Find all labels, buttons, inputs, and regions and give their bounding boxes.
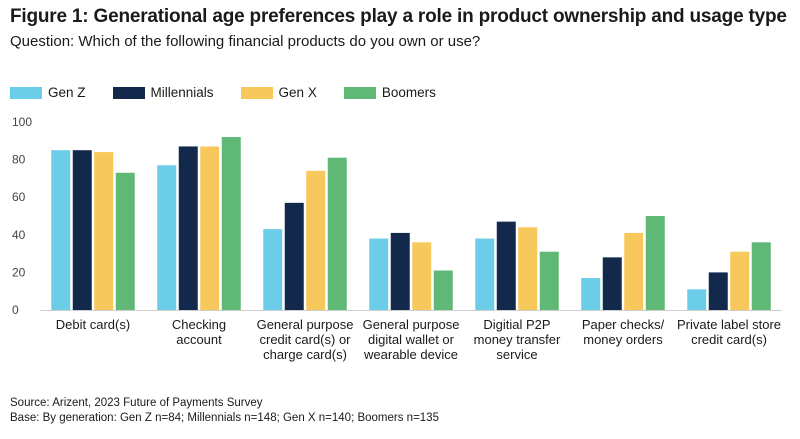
bar-gen-x-2: [306, 170, 326, 310]
x-category-label-line: credit card(s): [691, 332, 767, 347]
bar-gen-z-1: [157, 165, 177, 310]
x-category-label-line: wearable device: [363, 347, 458, 362]
x-category-label-line: Paper checks/: [582, 317, 665, 332]
x-category-label-line: Digitial P2P: [483, 317, 550, 332]
bar-gen-z-4: [475, 238, 495, 310]
x-category-label-line: money transfer: [474, 332, 561, 347]
legend: Gen Z Millennials Gen X Boomers: [10, 85, 463, 100]
bar-gen-z-5: [581, 278, 601, 310]
bar-gen-x-3: [412, 242, 432, 310]
bar-millennials-1: [178, 146, 198, 310]
legend-label-gen-x: Gen X: [278, 85, 317, 100]
bar-gen-x-4: [518, 227, 538, 310]
bar-millennials-5: [602, 257, 622, 310]
x-category-label-line: General purpose: [257, 317, 354, 332]
x-category-label-4: Digitial P2P money transfer service: [474, 317, 561, 362]
legend-item-gen-z: Gen Z: [10, 85, 86, 100]
y-tick-label-20: 20: [12, 265, 26, 279]
y-tick-label-0: 0: [12, 303, 19, 317]
bar-gen-z-2: [263, 229, 283, 310]
x-category-label-line: service: [496, 347, 537, 362]
legend-swatch-gen-z: [10, 86, 42, 99]
source-note: Source: Arizent, 2023 Future of Payments…: [10, 397, 263, 409]
x-category-label-6: Private label store credit card(s): [677, 317, 781, 347]
bar-gen-z-6: [687, 289, 707, 310]
x-category-label-1: Checking account: [172, 317, 226, 347]
x-category-label-line: account: [176, 332, 222, 347]
bar-gen-z-3: [369, 238, 389, 310]
base-note: Base: By generation: Gen Z n=84; Millenn…: [10, 412, 439, 424]
bar-boomers-3: [433, 270, 453, 310]
legend-swatch-boomers: [343, 86, 376, 99]
x-category-label-3: General purpose digital wallet or wearable…: [363, 317, 460, 362]
bar-millennials-6: [708, 272, 728, 310]
legend-item-millennials: Millennials: [112, 85, 214, 100]
bar-millennials-4: [496, 221, 516, 310]
y-tick-label-40: 40: [12, 228, 26, 242]
bar-boomers-5: [645, 216, 665, 310]
legend-item-boomers: Boomers: [343, 85, 436, 100]
bar-millennials-3: [390, 232, 410, 310]
x-category-label-line: Debit card(s): [56, 317, 130, 332]
x-category-label-line: money orders: [583, 332, 663, 347]
legend-swatch-millennials: [112, 86, 145, 99]
bar-gen-z-0: [51, 150, 71, 310]
bar-millennials-0: [72, 150, 92, 310]
y-tick-label-60: 60: [12, 190, 26, 204]
y-tick-label-100: 100: [12, 115, 32, 129]
bar-boomers-0: [115, 172, 135, 310]
bar-boomers-2: [327, 157, 347, 310]
x-category-label-line: Checking: [172, 317, 226, 332]
x-category-label-2: General purpose credit card(s) or charge c…: [257, 317, 354, 362]
bar-gen-x-0: [94, 152, 114, 310]
x-category-label-0: Debit card(s): [56, 317, 130, 332]
x-category-label-line: digital wallet or: [368, 332, 455, 347]
chart-title: Figure 1: Generational age preferences p…: [10, 6, 787, 27]
x-category-label-line: Private label store: [677, 317, 781, 332]
legend-item-gen-x: Gen X: [240, 85, 317, 100]
bar-gen-x-1: [200, 146, 220, 310]
bar-gen-x-6: [730, 251, 750, 310]
chart-subtitle: Question: Which of the following financi…: [10, 33, 481, 50]
legend-label-gen-z: Gen Z: [48, 85, 86, 100]
x-category-label-line: credit card(s) or: [259, 332, 351, 347]
x-category-label-line: General purpose: [363, 317, 460, 332]
bar-boomers-6: [751, 242, 771, 310]
legend-label-millennials: Millennials: [150, 85, 214, 100]
bar-boomers-1: [221, 137, 241, 310]
x-category-label-line: charge card(s): [263, 347, 347, 362]
legend-swatch-gen-x: [240, 86, 273, 99]
bar-millennials-2: [284, 202, 304, 310]
x-category-label-5: Paper checks/money orders: [582, 317, 665, 347]
bar-boomers-4: [539, 251, 559, 310]
bar-gen-x-5: [624, 232, 644, 310]
legend-label-boomers: Boomers: [381, 85, 436, 100]
y-tick-label-80: 80: [12, 153, 26, 167]
